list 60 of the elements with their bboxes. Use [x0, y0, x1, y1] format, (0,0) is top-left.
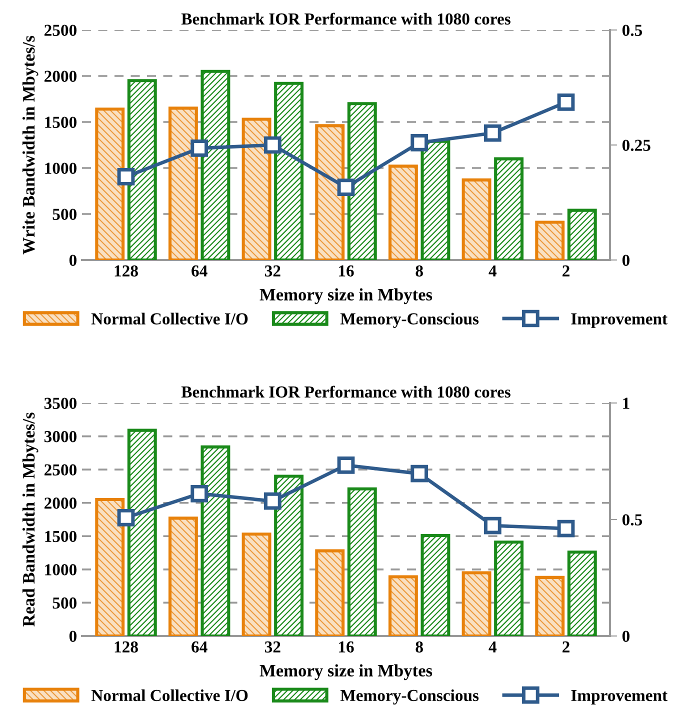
y-tick-label: 1500: [45, 530, 77, 542]
y-tick-label: 1000: [45, 162, 77, 174]
y-tick-label: 500: [52, 208, 77, 220]
y-tick-label: 2000: [44, 70, 77, 82]
legend-label: Memory-Conscious: [340, 689, 479, 705]
y2-tick-label: 0.5: [622, 24, 642, 36]
x-tick-label: 16: [339, 641, 354, 653]
point: [484, 516, 502, 534]
point: [484, 124, 502, 142]
y-tick-label: 0: [69, 254, 77, 266]
y2-tick-label: 0: [622, 630, 630, 642]
y-tick-label: 3500: [44, 398, 77, 409]
y-tick-label: 2500: [44, 464, 77, 476]
y-tick-label: 2000: [44, 498, 77, 509]
x-tick-label: 4: [488, 265, 497, 276]
x-tick-label: 128: [114, 641, 138, 653]
x-tick-label: 16: [339, 265, 354, 277]
y-tick-label: 500: [52, 597, 77, 609]
y2-tick-label: 0.5: [622, 514, 642, 526]
legend-label: Normal Collective I/O: [91, 689, 248, 702]
point: [190, 484, 208, 502]
point: [337, 178, 355, 196]
y2-tick-label: 0.25: [622, 140, 650, 152]
x-tick-label: 128: [114, 265, 138, 277]
point: [264, 136, 282, 154]
x-tick-label: 64: [192, 265, 208, 277]
point: [117, 168, 135, 186]
x-tick-label: 8: [416, 641, 423, 653]
point: [264, 492, 282, 510]
y2-tick-label: 1: [623, 398, 630, 409]
point: [117, 508, 135, 526]
x-tick-label: 4: [488, 641, 497, 652]
chart-title: Benchmark IOR Performance with 1080 cores: [181, 386, 510, 398]
legend-label: Improvement: [571, 313, 668, 328]
x-tick-label: 64: [192, 641, 208, 653]
y-tick-label: 3000: [44, 430, 77, 442]
x-tick-label: 2: [562, 641, 570, 652]
legend-label: Improvement: [571, 690, 668, 704]
point: [410, 464, 428, 482]
y-tick-label: 1000: [45, 564, 77, 576]
x-axis-title: Memory size in Mbytes: [260, 664, 432, 680]
point: [337, 456, 355, 474]
x-tick-label: 32: [264, 641, 280, 653]
x-tick-label: 2: [562, 265, 570, 276]
y-tick-label: 0: [69, 630, 77, 642]
point: [557, 94, 575, 111]
point: [557, 520, 575, 538]
x-tick-label: 8: [416, 265, 423, 277]
chart-title: Benchmark IOR Performance with 1080 cores: [181, 12, 510, 25]
y-tick-label: 1500: [45, 116, 77, 128]
x-tick-label: 32: [264, 265, 280, 277]
y2-tick-label: 0: [622, 254, 630, 266]
legend-label: Memory-Conscious: [340, 312, 479, 328]
y-tick-label: 2500: [44, 24, 77, 36]
point: [190, 140, 208, 157]
y-axis-title: Read Bandwidth in Mbytes/s: [22, 412, 38, 627]
point: [410, 134, 428, 152]
y-axis-title: Write Bandwidth in Mbytes/s: [22, 36, 38, 254]
x-axis-title: Memory size in Mbytes: [260, 288, 432, 304]
legend-label: Normal Collective I/O: [91, 312, 248, 324]
